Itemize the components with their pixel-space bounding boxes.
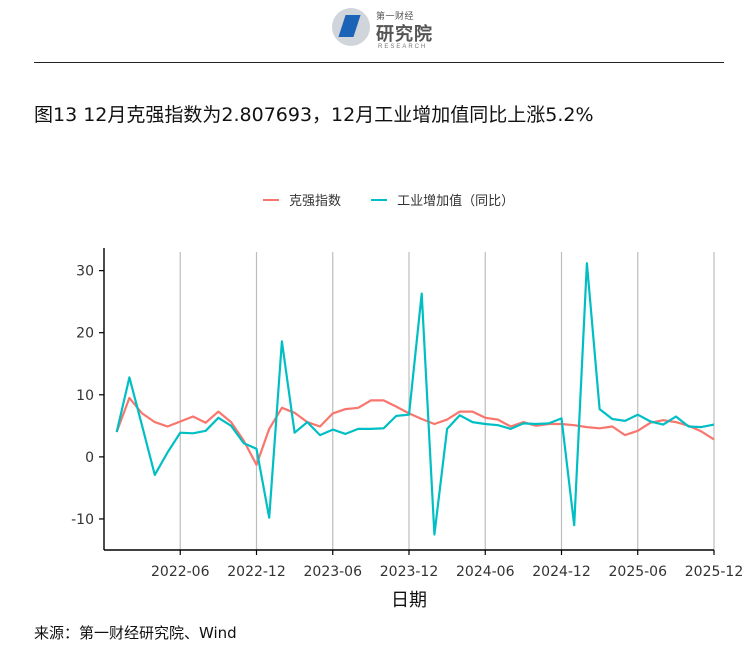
report-header: 第一财经 研究院 RESEARCH xyxy=(0,0,756,64)
legend-item-industrial: 工业增加值（同比） xyxy=(371,190,514,209)
source-note: 来源：第一财经研究院、Wind xyxy=(34,624,237,642)
figure-title: 图13 12月克强指数为2.807693，12月工业增加值同比上涨5.2% xyxy=(34,104,594,126)
logo-main-text: 研究院 xyxy=(376,24,433,45)
legend-swatch-keqiang xyxy=(263,198,279,201)
x-tick-label-7: 2025-12 xyxy=(685,564,744,580)
legend-item-keqiang: 克强指数 xyxy=(263,190,341,209)
logo-english-text: RESEARCH xyxy=(378,44,428,50)
header-divider xyxy=(34,62,724,63)
y-tick-label-0: -10 xyxy=(71,512,94,528)
legend-swatch-industrial xyxy=(371,198,388,201)
y-tick-label-4: 30 xyxy=(76,264,94,280)
x-tick-label-0: 2022-06 xyxy=(151,564,210,580)
x-tick-label-6: 2025-06 xyxy=(609,564,668,580)
chart-legend: 克强指数 工业增加值（同比） xyxy=(263,190,540,210)
legend-label-keqiang: 克强指数 xyxy=(289,194,342,209)
x-tick-label-5: 2024-12 xyxy=(532,564,591,580)
x-axis-title: 日期 xyxy=(391,590,427,611)
series-line-1 xyxy=(115,262,715,536)
x-tick-label-4: 2024-06 xyxy=(456,564,515,580)
x-tick-label-2: 2023-06 xyxy=(304,564,363,580)
y-tick-label-3: 20 xyxy=(76,326,94,342)
series-line-0 xyxy=(115,396,715,466)
logo-small-text: 第一财经 xyxy=(376,12,415,22)
y-tick-label-2: 10 xyxy=(76,388,94,404)
brand-logo: 第一财经 研究院 RESEARCH xyxy=(332,6,442,58)
logo-emblem-icon xyxy=(332,8,370,46)
x-tick-label-3: 2023-12 xyxy=(380,564,439,580)
x-tick-label-1: 2022-12 xyxy=(227,564,286,580)
legend-label-industrial: 工业增加值（同比） xyxy=(397,194,515,209)
y-tick-label-1: 0 xyxy=(85,450,94,466)
